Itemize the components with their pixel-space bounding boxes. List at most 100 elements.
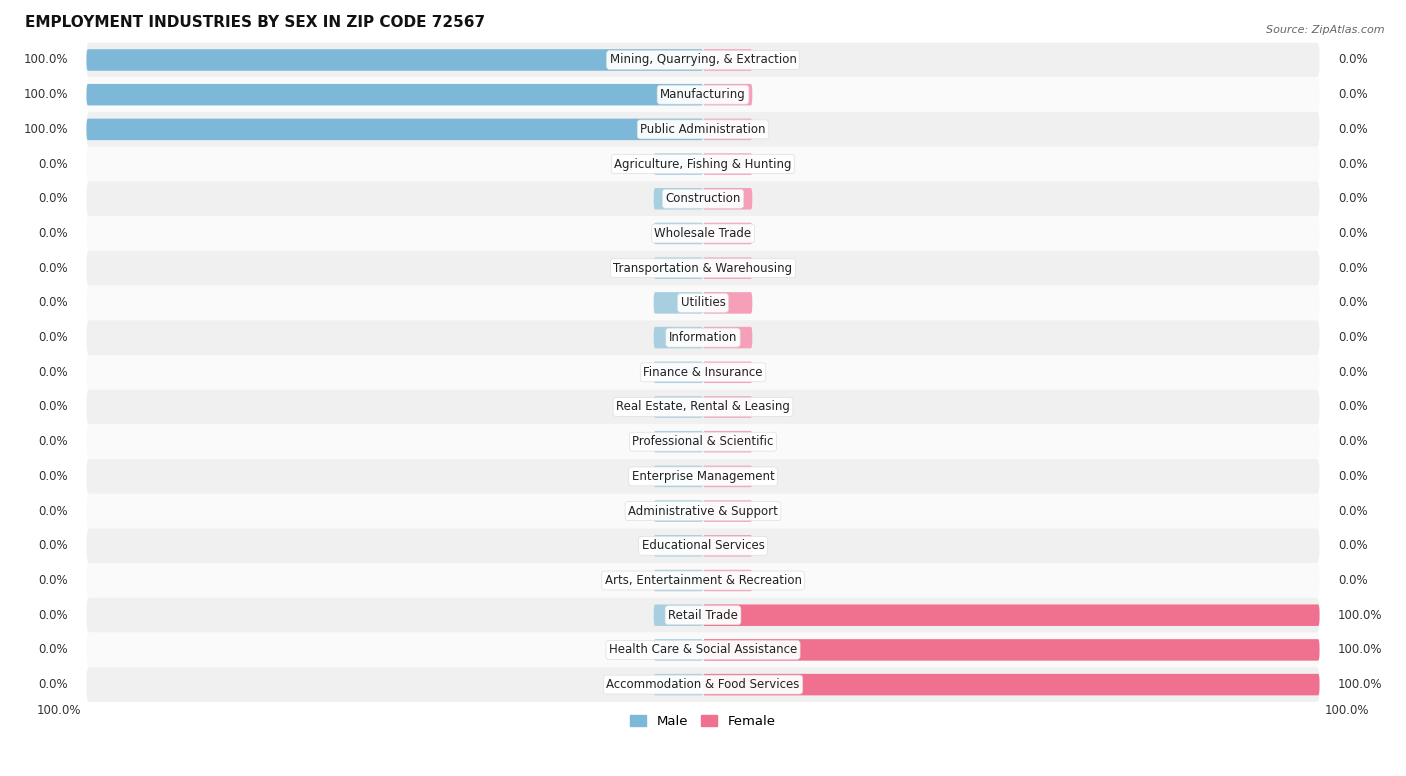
FancyBboxPatch shape <box>87 251 1319 286</box>
Text: 0.0%: 0.0% <box>1339 470 1368 483</box>
Text: 0.0%: 0.0% <box>38 331 67 344</box>
FancyBboxPatch shape <box>703 397 752 417</box>
Text: Utilities: Utilities <box>681 296 725 310</box>
Text: EMPLOYMENT INDUSTRIES BY SEX IN ZIP CODE 72567: EMPLOYMENT INDUSTRIES BY SEX IN ZIP CODE… <box>25 15 485 30</box>
FancyBboxPatch shape <box>87 563 1319 598</box>
Text: 0.0%: 0.0% <box>38 643 67 656</box>
FancyBboxPatch shape <box>654 188 703 210</box>
FancyBboxPatch shape <box>654 605 703 626</box>
Text: 100.0%: 100.0% <box>24 54 67 67</box>
Text: Arts, Entertainment & Recreation: Arts, Entertainment & Recreation <box>605 574 801 587</box>
FancyBboxPatch shape <box>654 362 703 383</box>
Text: 0.0%: 0.0% <box>1339 400 1368 414</box>
FancyBboxPatch shape <box>703 674 1319 695</box>
Text: Retail Trade: Retail Trade <box>668 608 738 622</box>
FancyBboxPatch shape <box>703 639 1319 660</box>
Text: Enterprise Management: Enterprise Management <box>631 470 775 483</box>
Text: 0.0%: 0.0% <box>1339 158 1368 171</box>
FancyBboxPatch shape <box>87 320 1319 355</box>
Text: 100.0%: 100.0% <box>1324 705 1369 717</box>
Text: 0.0%: 0.0% <box>1339 365 1368 379</box>
Text: 0.0%: 0.0% <box>38 365 67 379</box>
FancyBboxPatch shape <box>654 466 703 487</box>
Text: Information: Information <box>669 331 737 344</box>
Text: 0.0%: 0.0% <box>38 400 67 414</box>
FancyBboxPatch shape <box>654 327 703 348</box>
FancyBboxPatch shape <box>654 223 703 244</box>
Text: 0.0%: 0.0% <box>1339 504 1368 518</box>
FancyBboxPatch shape <box>87 424 1319 459</box>
FancyBboxPatch shape <box>87 119 703 140</box>
Text: 0.0%: 0.0% <box>38 296 67 310</box>
Text: 0.0%: 0.0% <box>38 504 67 518</box>
FancyBboxPatch shape <box>87 112 1319 147</box>
FancyBboxPatch shape <box>703 292 752 314</box>
Text: 100.0%: 100.0% <box>24 88 67 101</box>
Text: 100.0%: 100.0% <box>1339 608 1382 622</box>
FancyBboxPatch shape <box>87 286 1319 320</box>
FancyBboxPatch shape <box>703 119 752 140</box>
Text: 0.0%: 0.0% <box>38 470 67 483</box>
FancyBboxPatch shape <box>654 258 703 279</box>
FancyBboxPatch shape <box>87 390 1319 424</box>
Text: 0.0%: 0.0% <box>1339 296 1368 310</box>
Text: 0.0%: 0.0% <box>38 158 67 171</box>
FancyBboxPatch shape <box>654 431 703 452</box>
FancyBboxPatch shape <box>654 501 703 521</box>
FancyBboxPatch shape <box>87 78 1319 112</box>
FancyBboxPatch shape <box>703 49 752 71</box>
Text: 100.0%: 100.0% <box>1339 678 1382 691</box>
Text: 0.0%: 0.0% <box>1339 574 1368 587</box>
FancyBboxPatch shape <box>654 674 703 695</box>
Text: 0.0%: 0.0% <box>1339 262 1368 275</box>
FancyBboxPatch shape <box>654 570 703 591</box>
FancyBboxPatch shape <box>87 632 1319 667</box>
FancyBboxPatch shape <box>87 84 703 106</box>
Text: 0.0%: 0.0% <box>1339 123 1368 136</box>
Text: 0.0%: 0.0% <box>38 678 67 691</box>
FancyBboxPatch shape <box>87 598 1319 632</box>
FancyBboxPatch shape <box>654 639 703 660</box>
Text: 0.0%: 0.0% <box>1339 192 1368 206</box>
Text: 0.0%: 0.0% <box>1339 435 1368 449</box>
Text: Agriculture, Fishing & Hunting: Agriculture, Fishing & Hunting <box>614 158 792 171</box>
Text: Finance & Insurance: Finance & Insurance <box>644 365 762 379</box>
FancyBboxPatch shape <box>654 154 703 175</box>
FancyBboxPatch shape <box>703 570 752 591</box>
Text: 0.0%: 0.0% <box>38 539 67 553</box>
FancyBboxPatch shape <box>703 327 752 348</box>
FancyBboxPatch shape <box>87 494 1319 528</box>
FancyBboxPatch shape <box>703 154 752 175</box>
FancyBboxPatch shape <box>87 217 1319 251</box>
Text: 0.0%: 0.0% <box>1339 227 1368 240</box>
Text: 0.0%: 0.0% <box>38 435 67 449</box>
FancyBboxPatch shape <box>87 667 1319 702</box>
FancyBboxPatch shape <box>703 362 752 383</box>
FancyBboxPatch shape <box>654 535 703 556</box>
Text: Real Estate, Rental & Leasing: Real Estate, Rental & Leasing <box>616 400 790 414</box>
Text: 0.0%: 0.0% <box>1339 88 1368 101</box>
Text: Mining, Quarrying, & Extraction: Mining, Quarrying, & Extraction <box>610 54 796 67</box>
Text: 0.0%: 0.0% <box>38 608 67 622</box>
FancyBboxPatch shape <box>654 397 703 417</box>
Text: Wholesale Trade: Wholesale Trade <box>654 227 752 240</box>
FancyBboxPatch shape <box>703 188 752 210</box>
FancyBboxPatch shape <box>703 466 752 487</box>
FancyBboxPatch shape <box>87 528 1319 563</box>
FancyBboxPatch shape <box>87 459 1319 494</box>
Text: 0.0%: 0.0% <box>38 574 67 587</box>
FancyBboxPatch shape <box>703 258 752 279</box>
FancyBboxPatch shape <box>703 223 752 244</box>
Text: 0.0%: 0.0% <box>38 262 67 275</box>
Text: Source: ZipAtlas.com: Source: ZipAtlas.com <box>1267 25 1385 35</box>
FancyBboxPatch shape <box>654 292 703 314</box>
Text: Transportation & Warehousing: Transportation & Warehousing <box>613 262 793 275</box>
Text: 100.0%: 100.0% <box>37 705 82 717</box>
FancyBboxPatch shape <box>703 605 1319 626</box>
Text: Public Administration: Public Administration <box>640 123 766 136</box>
Legend: Male, Female: Male, Female <box>626 710 780 733</box>
Text: Accommodation & Food Services: Accommodation & Food Services <box>606 678 800 691</box>
Text: 0.0%: 0.0% <box>38 192 67 206</box>
Text: Professional & Scientific: Professional & Scientific <box>633 435 773 449</box>
Text: Administrative & Support: Administrative & Support <box>628 504 778 518</box>
